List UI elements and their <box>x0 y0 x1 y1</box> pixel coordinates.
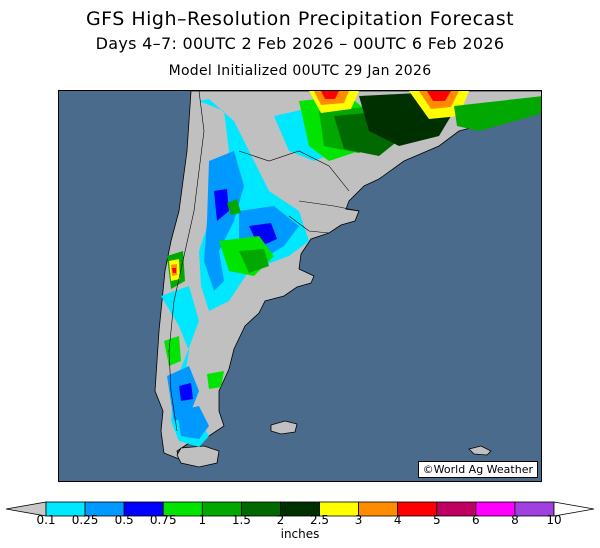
colorbar-tick-label: 2 <box>276 513 285 527</box>
colorbar-segment <box>358 501 399 517</box>
model-init-time: Model Initialized 00UTC 29 Jan 2026 <box>168 63 432 79</box>
precip-0-5 <box>179 189 277 401</box>
colorbar-segment <box>475 501 516 517</box>
colorbar-tick-label: 0.25 <box>71 513 99 527</box>
colorbar-over-triangle <box>553 501 594 517</box>
colorbar-tick-label: 0.5 <box>114 513 134 527</box>
colorbar-tick-label: 0.1 <box>36 513 56 527</box>
colorbar-tick-label: 8 <box>511 513 519 527</box>
colorbar <box>6 501 594 517</box>
precip-heavy-brazil <box>309 91 541 146</box>
colorbar-tick-label: 1.5 <box>231 513 251 527</box>
colorbar-segment <box>436 501 477 517</box>
colorbar-segment <box>397 501 438 517</box>
tierra-del-fuego <box>176 445 220 468</box>
colorbar-tick-label: 3 <box>354 513 363 527</box>
colorbar-tick-label: 1 <box>198 513 207 527</box>
colorbar-tick-label: 4 <box>393 513 402 527</box>
colorbar-tick-label: 5 <box>432 513 441 527</box>
falkland-islands <box>270 420 298 435</box>
colorbar-tick-label: 6 <box>472 513 480 527</box>
precip-heavy-chile <box>167 251 185 289</box>
borders <box>168 91 360 432</box>
colorbar-tick-label: 0.75 <box>149 513 177 527</box>
units-label: inches <box>280 527 320 541</box>
credit-label: ©World Ag Weather <box>417 461 538 478</box>
colorbar-tick-label: 10 <box>546 513 562 527</box>
precipitation-map: ©World Ag Weather <box>58 90 542 482</box>
colorbar-tick-label: 2.5 <box>309 513 330 527</box>
map-title: GFS High–Resolution Precipitation Foreca… <box>85 8 515 30</box>
map-canvas <box>59 91 541 481</box>
south-georgia <box>468 445 492 456</box>
forecast-period: Days 4–7: 00UTC 2 Feb 2026 – 00UTC 6 Feb… <box>95 34 505 53</box>
